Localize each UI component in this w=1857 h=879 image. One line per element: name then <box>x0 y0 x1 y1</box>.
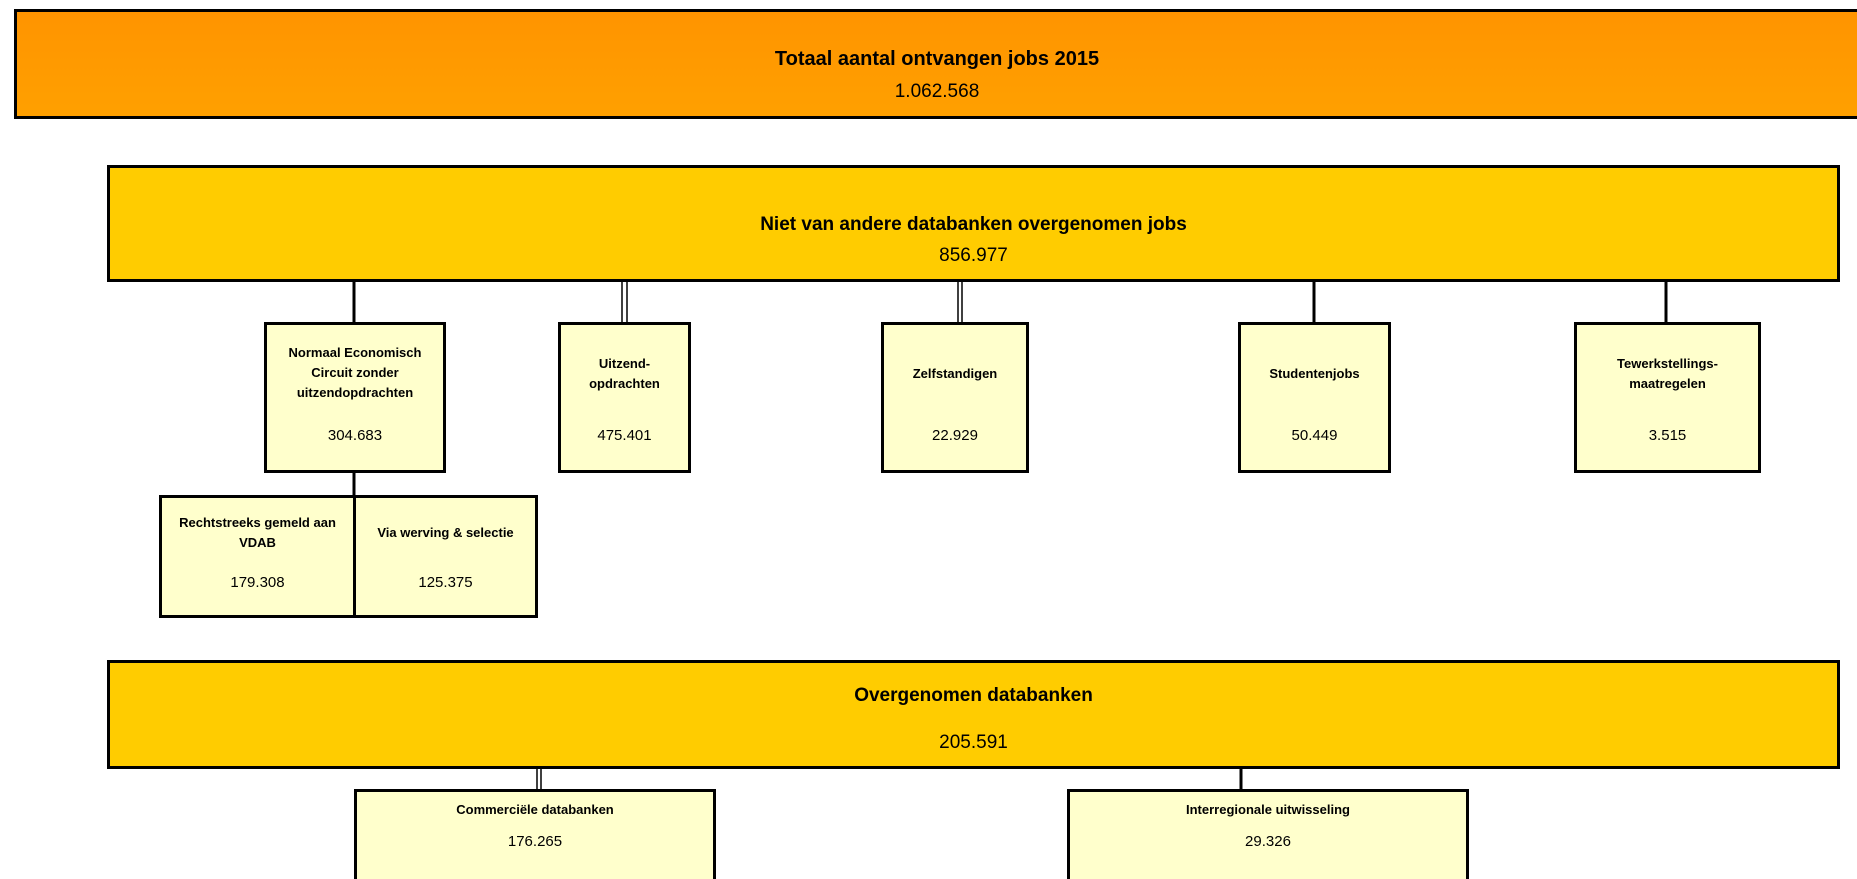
category-label: Uitzend-opdrachten <box>589 356 660 391</box>
category-value: 29.326 <box>1245 833 1291 850</box>
total-value: 1.062.568 <box>894 81 980 102</box>
category-label: Zelfstandigen <box>912 366 998 381</box>
category-label: Commerciële databanken <box>456 802 614 817</box>
category-box: Commerciële databanken 176.265 <box>354 789 716 879</box>
sub-label: Rechtstreeks gemeld aan VDAB <box>179 515 336 550</box>
category-value: 50.449 <box>1291 427 1338 444</box>
category-box: Interregionale uitwisseling 29.326 <box>1067 789 1469 879</box>
category-value: 304.683 <box>327 427 383 444</box>
group-title: Overgenomen databanken <box>854 685 1093 706</box>
category-value: 475.401 <box>597 427 652 444</box>
category-label: Studentenjobs <box>1269 366 1360 381</box>
sub-label: Via werving & selectie <box>377 525 514 540</box>
total-title: Totaal aantal ontvangen jobs 2015 <box>774 48 1100 70</box>
sub-box: Rechtstreeks gemeld aan VDAB 179.308 <box>159 495 356 618</box>
category-box: Uitzend-opdrachten 475.401 <box>558 322 691 473</box>
category-box: Tewerkstellings-maatregelen 3.515 <box>1574 322 1761 473</box>
group-value: 856.977 <box>939 245 1008 266</box>
sub-value: 125.375 <box>418 574 473 591</box>
group-box: Niet van andere databanken overgenomen j… <box>107 165 1840 282</box>
sub-value: 179.308 <box>230 574 285 591</box>
group-value: 205.591 <box>939 732 1008 753</box>
category-value: 3.515 <box>1648 427 1687 444</box>
category-label: Interregionale uitwisseling <box>1186 802 1350 817</box>
category-value: 22.929 <box>932 427 978 444</box>
category-label: Tewerkstellings-maatregelen <box>1617 356 1718 391</box>
category-box: Studentenjobs 50.449 <box>1238 322 1391 473</box>
group-title: Niet van andere databanken overgenomen j… <box>760 214 1187 235</box>
total-box: Totaal aantal ontvangen jobs 2015 1.062.… <box>14 9 1857 119</box>
category-box: Normaal Economisch Circuit zonder uitzen… <box>264 322 446 473</box>
sub-box: Via werving & selectie 125.375 <box>353 495 538 618</box>
category-label: Normaal Economisch Circuit zonder uitzen… <box>288 345 422 400</box>
category-value: 176.265 <box>507 833 563 850</box>
group-box: Overgenomen databanken 205.591 <box>107 660 1840 769</box>
category-box: Zelfstandigen 22.929 <box>881 322 1029 473</box>
